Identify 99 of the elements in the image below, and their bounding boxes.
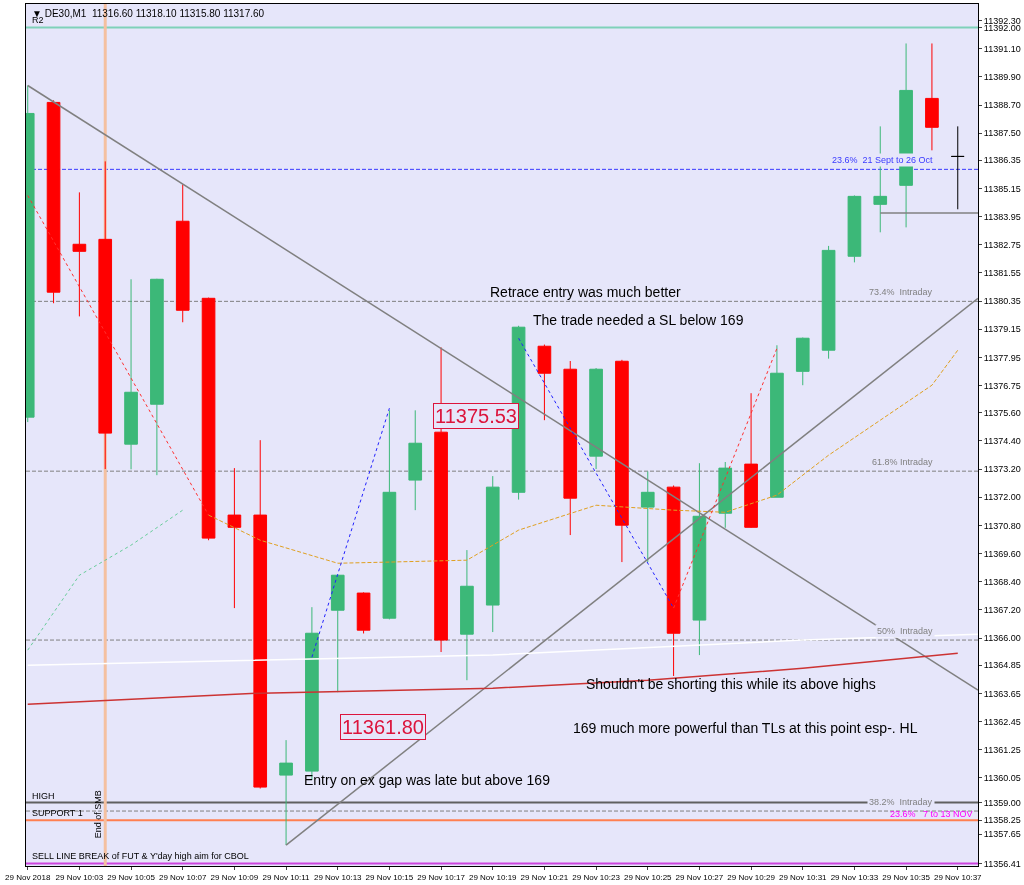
x-tick-label: 29 Nov 10:05: [107, 872, 156, 882]
x-tick-label: 29 Nov 10:37: [933, 872, 983, 882]
ref-line-label: 50% Intraday: [877, 626, 934, 636]
candlestick: [227, 467, 242, 609]
candlestick: [640, 470, 655, 563]
y-tick-label: 11376.75: [983, 380, 1021, 391]
x-tick-label: 29 Nov 10:11: [262, 872, 311, 882]
candlestick: [744, 392, 758, 529]
candlestick: [925, 42, 939, 151]
candlestick: [718, 461, 733, 529]
candlestick: [950, 125, 965, 210]
annotation: Retrace entry was much better: [490, 284, 681, 300]
y-tick-label: 11366.00: [983, 633, 1021, 644]
y-tick-label: 11389.90: [983, 71, 1021, 82]
y-tick-label: 11374.40: [983, 436, 1021, 447]
candlestick: [46, 99, 61, 304]
annotation: Entry on ex gap was late but above 169: [304, 772, 551, 788]
ref-line-label: 23.6% 21 Sept to 26 Oct: [832, 155, 934, 165]
candlestick: [460, 549, 474, 681]
x-tick-label: 29 Nov 10:21: [520, 872, 569, 882]
candlestick: [356, 591, 371, 634]
candlestick: [408, 409, 423, 511]
x-tick-label: 29 Nov 10:23: [572, 872, 621, 882]
x-tick-label: 29 Nov 10:13: [313, 872, 363, 882]
x-tick-label: 29 Nov 10:33: [830, 872, 879, 882]
y-tick-label: 11386.35: [983, 155, 1021, 166]
y-tick-label: 11375.60: [983, 407, 1021, 418]
candlestick: [795, 337, 810, 386]
candlestick: [485, 475, 500, 633]
x-tick-label: 29 Nov 10:27: [675, 872, 724, 882]
y-tick-label: 11356.41: [983, 858, 1021, 869]
ref-line-label: End of SMB: [93, 790, 104, 839]
y-tick-label: 11382.75: [983, 239, 1021, 250]
ref-line-label: SELL LINE BREAK of FUT & Y'day high aim for CBOL: [32, 851, 249, 861]
y-tick-label: 11381.55: [983, 268, 1021, 279]
y-tick-label: 11379.15: [983, 324, 1021, 335]
annotation: The trade needed a SL below 169: [533, 312, 744, 328]
line-series: [27, 509, 184, 651]
y-tick-label: 11358.25: [983, 815, 1021, 826]
candlestick: [589, 367, 603, 470]
annotation: 23.6% 7 to 13 NOV: [890, 809, 973, 819]
candlestick: [253, 439, 268, 789]
y-tick-label: 11391.10: [983, 43, 1021, 54]
y-tick-label: 11388.70: [983, 100, 1021, 111]
x-tick-label: 29 Nov 10:17: [417, 872, 466, 882]
line-series: [208, 349, 959, 564]
candlestick: [537, 344, 552, 421]
annotation: 11361.80: [342, 716, 424, 738]
x-tick-label: 29 Nov 10:31: [778, 872, 828, 882]
x-tick-label: 29 Nov 10:09: [210, 872, 259, 882]
y-tick-label: 11361.25: [983, 744, 1021, 755]
candlestick: [692, 462, 707, 656]
candlestick: [201, 297, 216, 541]
y-tick-label: 11362.45: [983, 716, 1021, 727]
line-series: [26, 652, 959, 705]
y-tick-label: 11359.00: [983, 797, 1021, 808]
y-tick-label: 11383.95: [983, 211, 1021, 222]
y-tick-label: 11380.35: [983, 296, 1021, 307]
x-tick-label: 29 Nov 10:25: [623, 872, 673, 882]
ref-line-label: 73.4% Intraday: [869, 287, 933, 297]
x-tick-label: 29 Nov 2018: [5, 872, 51, 882]
x-tick-label: 29 Nov 10:19: [468, 872, 518, 882]
ref-line-label: HIGH: [32, 791, 55, 801]
y-tick-label: 11357.65: [983, 829, 1021, 840]
candlestick: [330, 574, 345, 693]
y-tick-label: 11364.85: [983, 660, 1021, 671]
candlestick: [666, 485, 681, 677]
y-tick-label: 11369.60: [983, 548, 1021, 559]
y-tick-label: 11367.20: [983, 605, 1021, 616]
x-tick-label: 29 Nov 10:35: [882, 872, 931, 882]
candlestick: [563, 360, 578, 536]
candlestick: [821, 245, 836, 360]
candlestick: [279, 739, 293, 846]
annotation: 169 much more powerful than TLs at this point esp-. HL: [573, 720, 918, 736]
ref-line-label: SUPPORT 1: [32, 808, 83, 818]
y-tick-label: 11377.95: [983, 352, 1021, 363]
x-tick-label: 29 Nov 10:15: [365, 872, 414, 882]
candlestick: [382, 409, 397, 620]
y-tick-label: 11372.00: [983, 492, 1021, 503]
candlestick: [124, 278, 138, 470]
x-tick-label: 29 Nov 10:29: [727, 872, 776, 882]
candlestick: [615, 359, 629, 563]
y-tick-label: 11360.05: [983, 773, 1021, 784]
candlestick: [72, 191, 87, 317]
y-tick-label: 11368.40: [983, 576, 1021, 587]
x-tick-label: 29 Nov 10:03: [55, 872, 104, 882]
candlestick: [770, 344, 784, 498]
ref-line-label: 38.2% Intraday: [869, 797, 933, 807]
y-tick-label: 11373.20: [983, 464, 1021, 475]
candlestick: [175, 183, 190, 323]
y-tick-label: 11385.15: [983, 183, 1021, 194]
y-tick-label: 11363.65: [983, 688, 1021, 699]
annotation: 11375.53: [435, 405, 517, 427]
candlestick: [150, 278, 164, 476]
ref-line-label: 61.8% Intraday: [872, 457, 934, 467]
candlestick: [847, 194, 862, 263]
y-tick-label: 11387.50: [983, 128, 1021, 139]
x-tick-label: 29 Nov 10:07: [158, 872, 208, 882]
y-tick-label: 11370.80: [983, 520, 1021, 531]
